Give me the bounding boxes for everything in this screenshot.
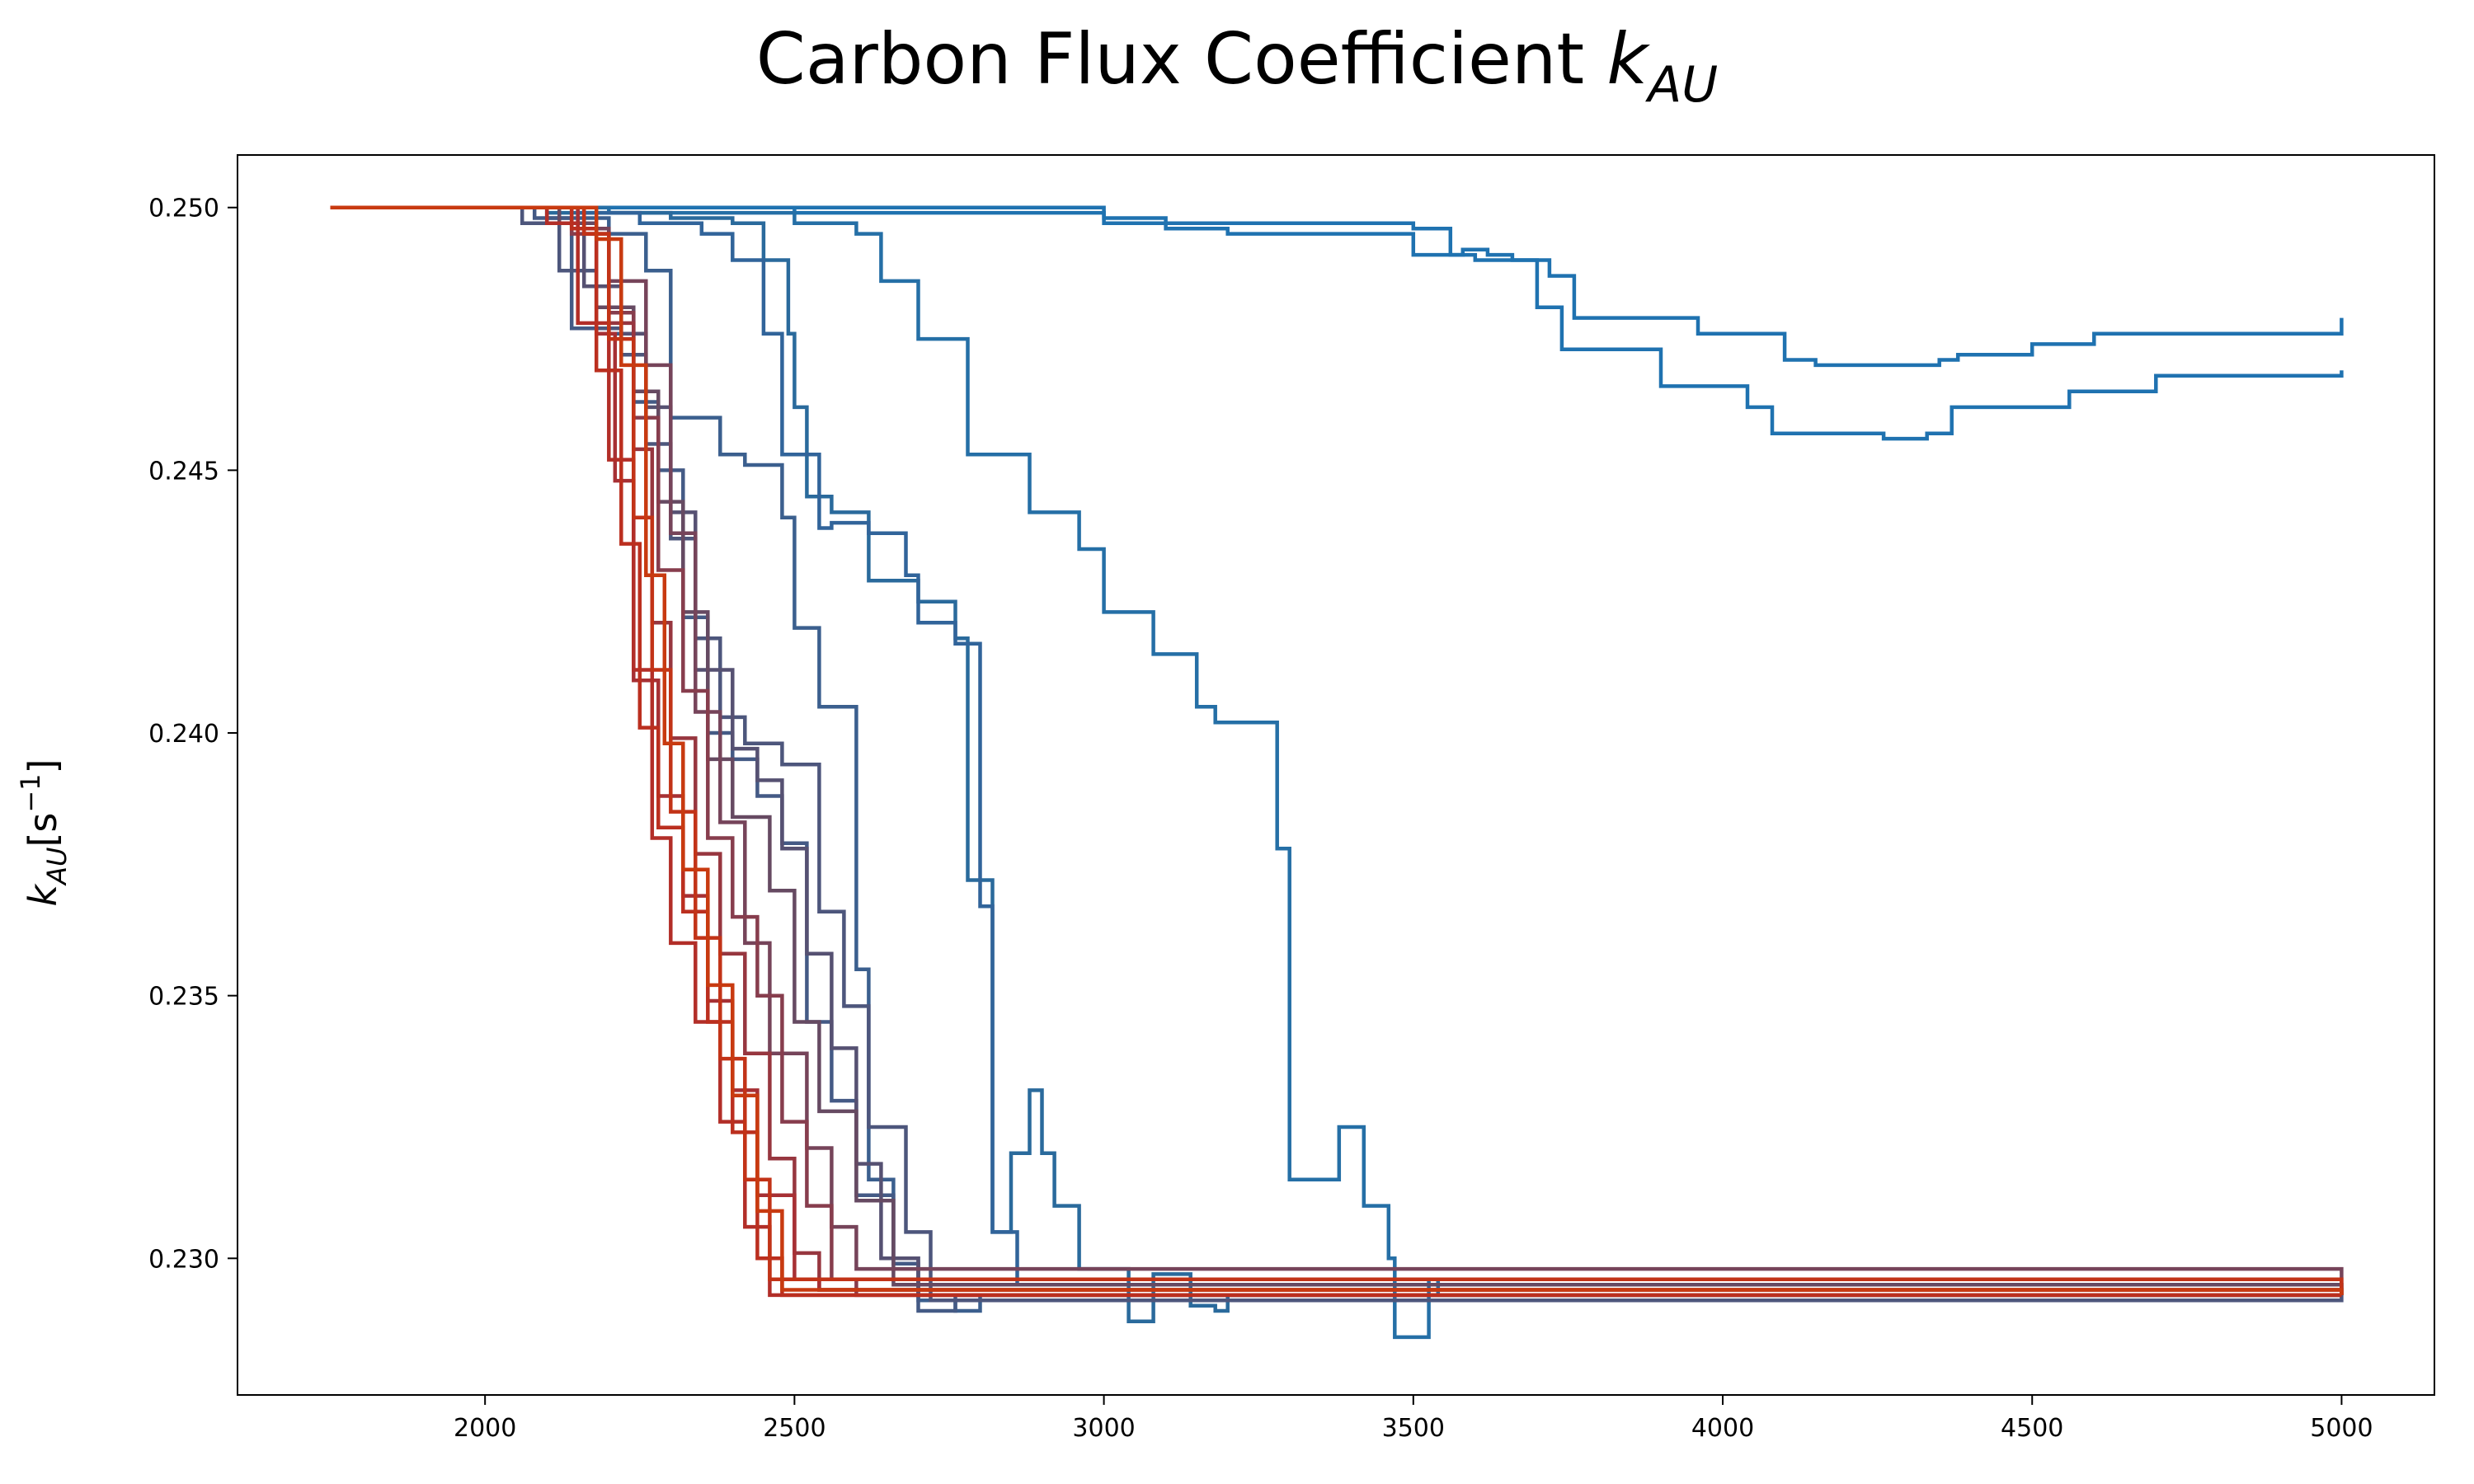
plot-frame bbox=[237, 154, 2435, 1396]
y-tick-label: 0.240 bbox=[148, 720, 219, 749]
x-tick-label: 3000 bbox=[1072, 1414, 1135, 1443]
series-line-1 bbox=[330, 205, 2344, 368]
x-tick-label: 5000 bbox=[2310, 1414, 2373, 1443]
x-axis: 2000 2500 3000 3500 4000 4500 5000 bbox=[454, 1395, 2373, 1443]
x-tick-label: 2500 bbox=[763, 1414, 825, 1443]
series-line-17 bbox=[330, 205, 2344, 1295]
series-line-5 bbox=[330, 205, 2344, 1295]
y-tick-label: 0.235 bbox=[148, 983, 219, 1012]
series-line-12 bbox=[330, 205, 2342, 1298]
chart-title: Carbon Flux Coefficient kAU bbox=[0, 18, 2474, 114]
x-tick-label: 2000 bbox=[454, 1414, 516, 1443]
y-tick-label: 0.250 bbox=[148, 195, 219, 223]
x-tick-label: 3500 bbox=[1382, 1414, 1445, 1443]
series-line-9 bbox=[330, 205, 2342, 1298]
x-tick-label: 4500 bbox=[2001, 1414, 2063, 1443]
y-tick-label: 0.230 bbox=[148, 1245, 219, 1274]
series-line-3 bbox=[330, 205, 2342, 1340]
series-line-4 bbox=[330, 205, 2342, 1324]
series-line-2 bbox=[330, 205, 2344, 441]
series-line-18 bbox=[330, 205, 2344, 1295]
y-tick-label: 0.245 bbox=[148, 457, 219, 486]
chart-title-symbol: k bbox=[1606, 18, 1649, 101]
series-layer bbox=[330, 205, 2344, 1340]
series-line-15 bbox=[330, 205, 2342, 1298]
chart-title-subscript: AU bbox=[1648, 56, 1719, 114]
y-axis: 0.230 0.235 0.240 0.245 0.250 bbox=[148, 195, 238, 1274]
chart-title-text: Carbon Flux Coefficient bbox=[755, 18, 1607, 101]
x-tick-label: 4000 bbox=[1691, 1414, 1754, 1443]
